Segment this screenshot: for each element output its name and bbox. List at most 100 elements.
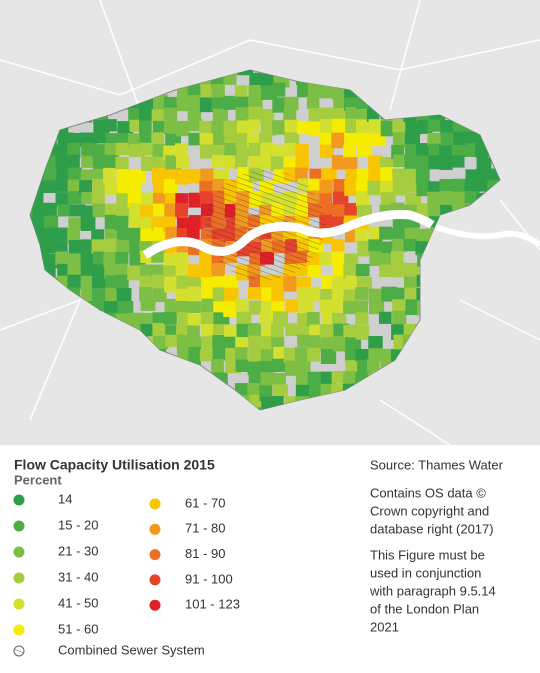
map-area [307, 335, 322, 351]
map-area [91, 191, 105, 207]
map-area [224, 132, 239, 146]
map-area [247, 286, 262, 300]
legend-label: 14 [58, 491, 72, 506]
source: Source: Thames Water [370, 457, 504, 472]
map-area [68, 217, 83, 230]
map-area [91, 239, 105, 255]
map-area [151, 274, 166, 290]
map-area [152, 322, 167, 338]
map-area [43, 202, 57, 218]
map-area [296, 324, 312, 338]
map-area [404, 154, 419, 171]
map-area [284, 96, 299, 111]
map-area [331, 132, 345, 149]
map-area [235, 359, 250, 372]
map-area [307, 286, 321, 302]
legend-swatch [149, 498, 161, 510]
map-area [115, 274, 129, 290]
map-area [150, 264, 164, 278]
map-area [271, 373, 286, 386]
map-area [91, 288, 106, 303]
map-area [368, 301, 385, 315]
map-area [307, 312, 320, 327]
map-area [139, 142, 154, 156]
map-area [128, 227, 144, 241]
map-area [356, 133, 372, 147]
legend-swatch [13, 520, 25, 532]
map-area [234, 85, 248, 100]
map-area [392, 119, 407, 133]
map-area [104, 263, 119, 279]
legend-label: 81 - 90 [185, 546, 225, 561]
map-area [116, 169, 132, 185]
map-area [331, 239, 345, 252]
map-area [163, 96, 178, 111]
legend-label: 41 - 50 [58, 595, 98, 610]
map-area [103, 154, 117, 170]
map-area [296, 358, 311, 375]
map-area [440, 120, 455, 136]
map-area [344, 180, 359, 196]
map-area [355, 325, 370, 340]
map-area [128, 133, 143, 146]
map-area [224, 274, 239, 289]
map-area [356, 143, 373, 157]
legend-label: 71 - 80 [185, 521, 225, 536]
legend-swatch [13, 624, 25, 636]
map-area [368, 348, 383, 362]
map-area [415, 143, 430, 158]
map-area [427, 132, 441, 146]
map-area [224, 287, 239, 304]
map-area [80, 169, 96, 183]
map-area [319, 324, 334, 341]
map-area [345, 106, 362, 121]
map-area [104, 203, 120, 218]
map-area [162, 169, 176, 182]
map-area [308, 382, 324, 398]
map-area [187, 313, 202, 326]
legend-title: Flow Capacity Utilisation 2015 [14, 457, 215, 473]
map-area [104, 181, 120, 195]
legend-label: 91 - 100 [185, 571, 233, 586]
map-area [128, 312, 144, 328]
river-thames [142, 210, 435, 259]
map-area [345, 337, 362, 351]
map-area [320, 203, 335, 216]
map-area [272, 311, 289, 327]
map-area [332, 118, 347, 134]
map-area [44, 215, 59, 229]
legend-subtitle: Percent [14, 472, 62, 487]
map-area [199, 251, 213, 268]
map-area [405, 120, 421, 135]
map-area [201, 324, 217, 337]
map-area [211, 263, 225, 277]
map-area [283, 347, 298, 363]
map-area [427, 119, 442, 132]
map-area [115, 263, 129, 277]
map-area [343, 264, 357, 279]
map-area [92, 144, 107, 158]
map-area [368, 239, 383, 252]
map-area [271, 337, 285, 350]
map-area [440, 132, 456, 147]
map-area [199, 264, 213, 280]
map-area [331, 155, 346, 170]
map-area [235, 107, 249, 123]
map-area [67, 191, 82, 205]
map-area [271, 358, 286, 373]
map-area [79, 180, 93, 196]
map-area [175, 264, 190, 279]
map-area [378, 311, 392, 324]
legend-swatch [13, 598, 25, 610]
map-area [331, 370, 346, 384]
map-area [439, 191, 453, 206]
map-area [176, 275, 191, 290]
map-area [55, 144, 69, 158]
map-area [404, 262, 419, 276]
map-area [343, 301, 356, 315]
map-area [223, 120, 238, 137]
map-area [369, 133, 386, 147]
map-area [451, 155, 465, 168]
map-area [380, 167, 395, 182]
map-area [392, 238, 407, 253]
